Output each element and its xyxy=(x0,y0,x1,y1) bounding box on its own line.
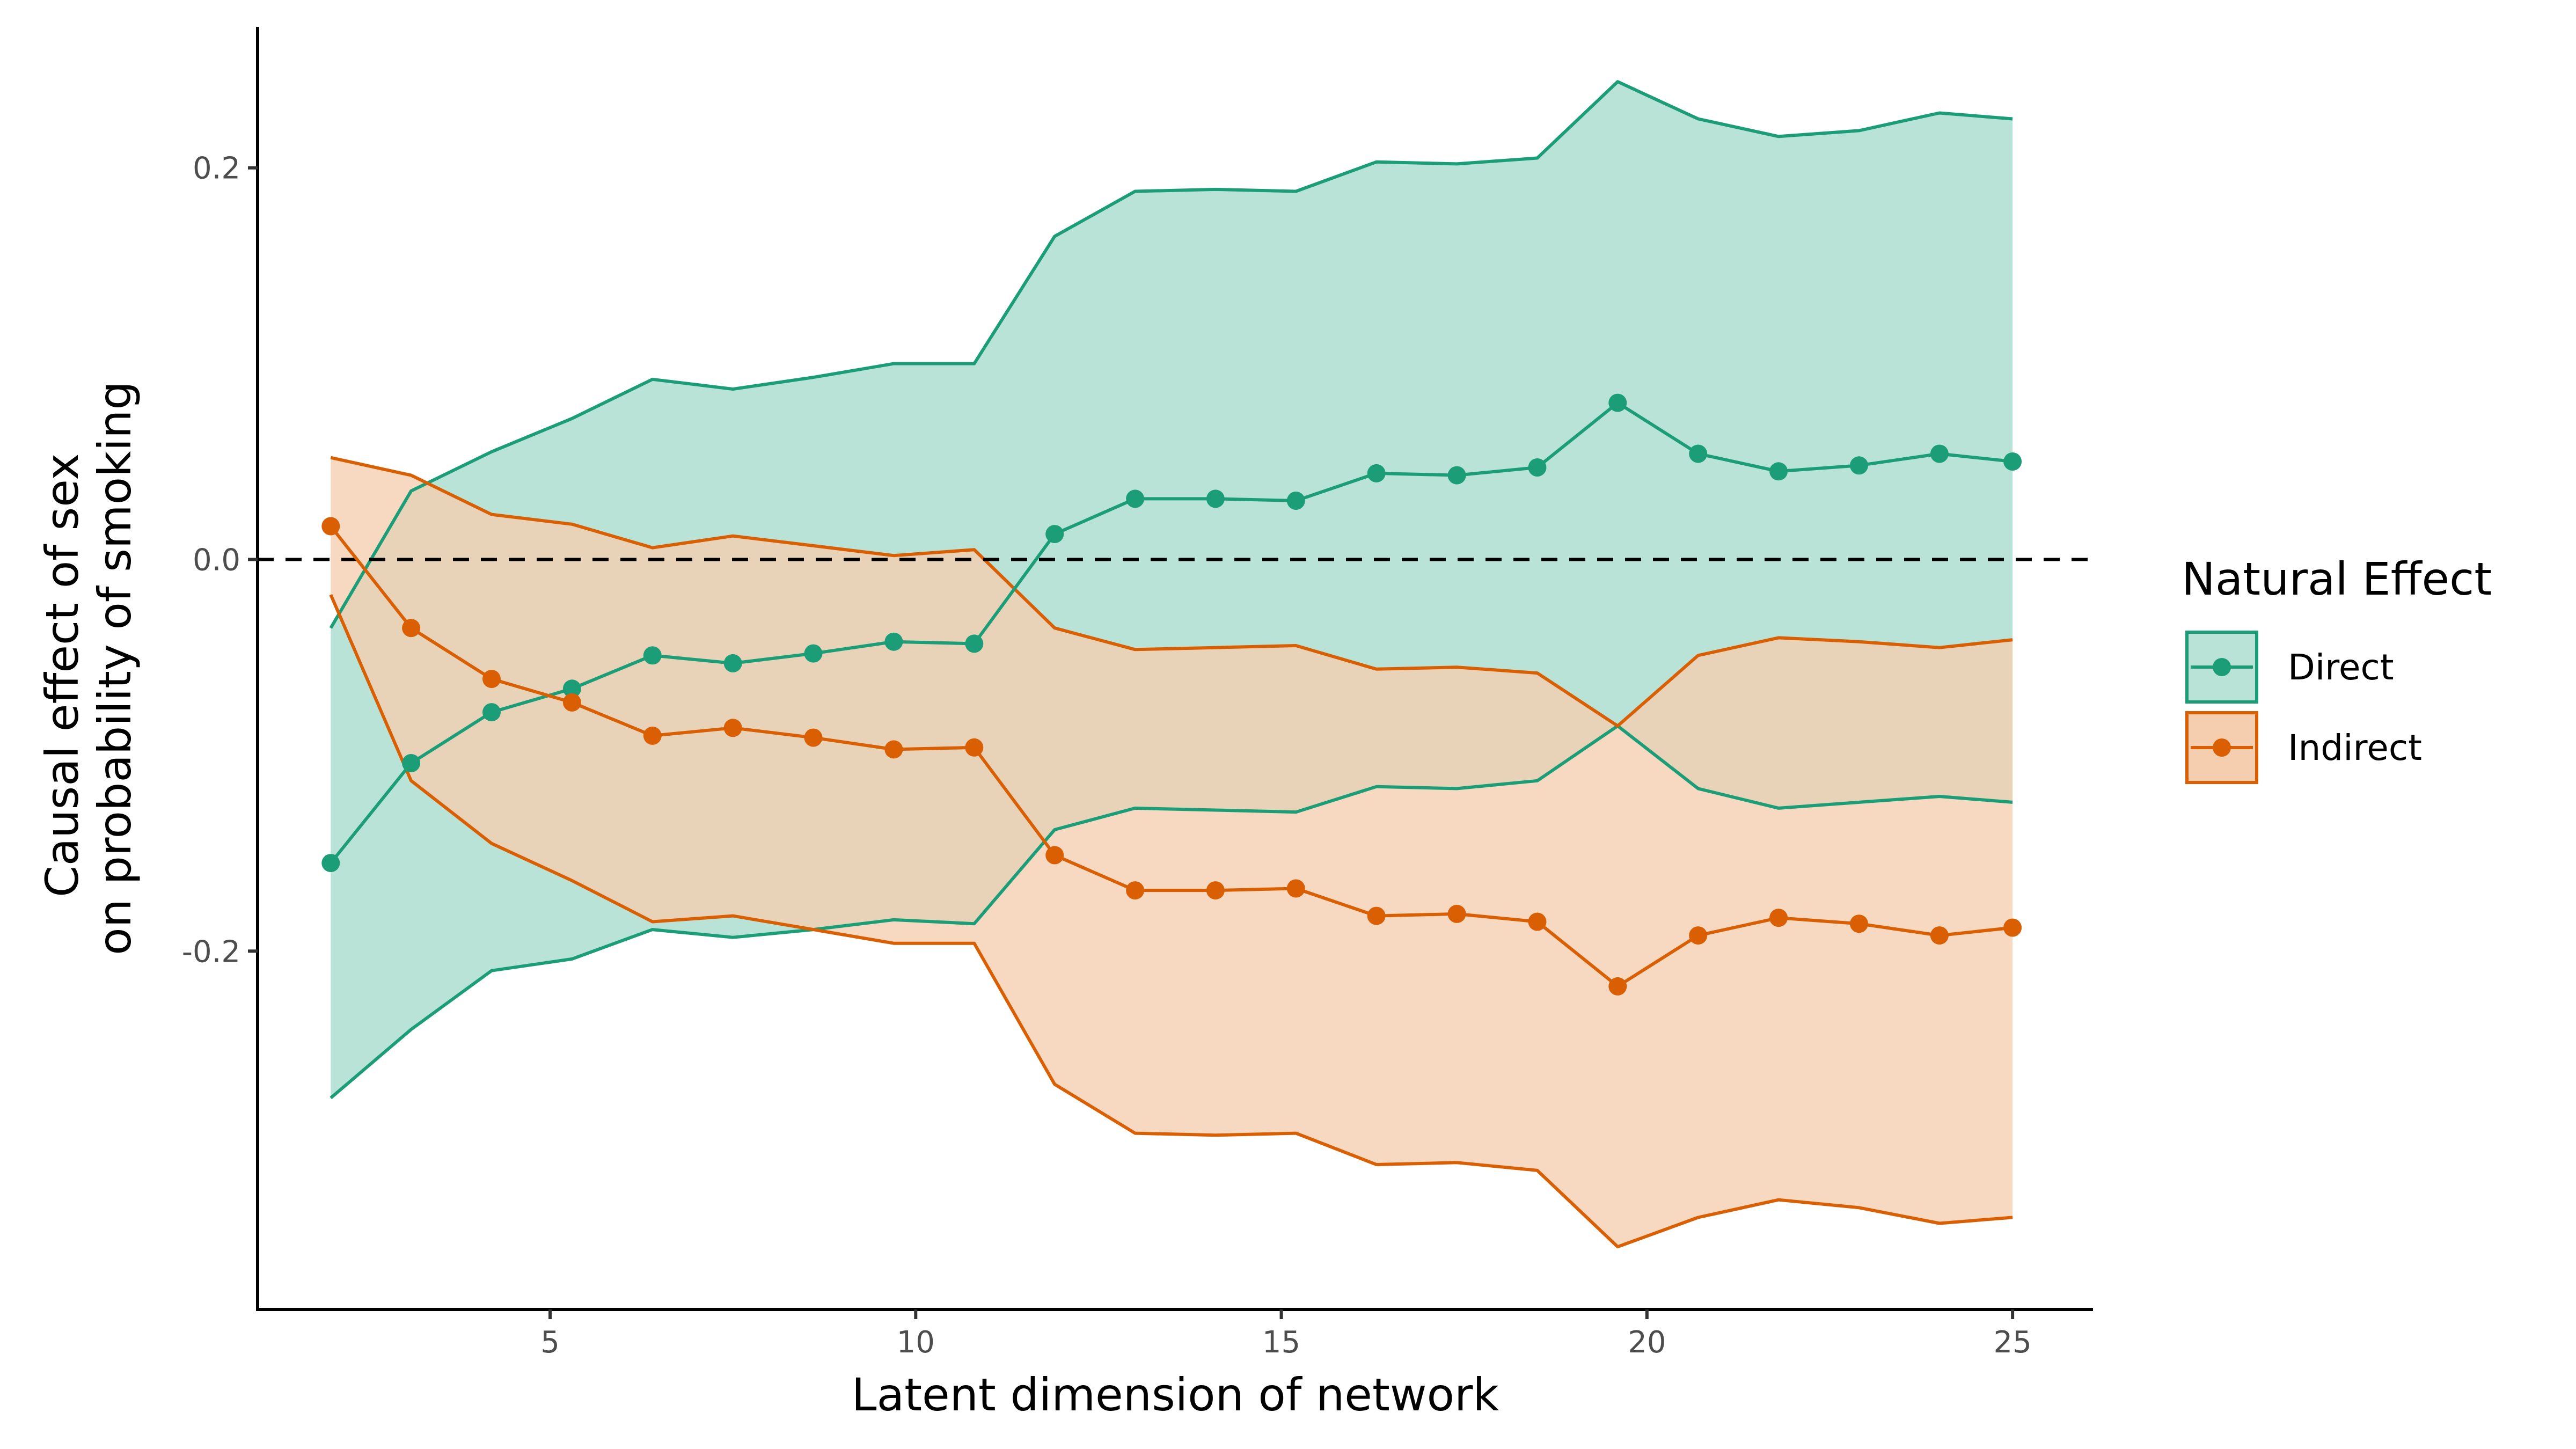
y-tick-label: 0.0 xyxy=(193,543,240,577)
direct-point xyxy=(562,679,581,698)
legend-label-direct: Direct xyxy=(2288,647,2394,688)
indirect-point xyxy=(1689,926,1708,945)
y-axis-title: Causal effect of sex on probability of s… xyxy=(36,381,141,955)
ribbons xyxy=(331,82,2013,1247)
indirect-upper-bound xyxy=(330,456,2013,728)
x-tick-label: 15 xyxy=(1262,1325,1300,1360)
series-lines xyxy=(329,401,2013,988)
y-tick-label: -0.2 xyxy=(182,934,240,969)
direct-point xyxy=(884,632,903,651)
direct-point xyxy=(1608,393,1627,412)
indirect-point xyxy=(1608,977,1627,996)
indirect-point xyxy=(2003,918,2022,937)
indirect-point xyxy=(562,693,581,712)
indirect-point xyxy=(723,719,742,737)
indirect-point xyxy=(1528,912,1547,931)
direct-point xyxy=(1447,466,1466,485)
data-points xyxy=(321,393,2022,996)
legend-title: Natural Effect xyxy=(2182,553,2492,605)
legend-label-indirect: Indirect xyxy=(2288,727,2422,769)
x-axis-title: Latent dimension of network xyxy=(852,1368,1499,1421)
indirect-point xyxy=(884,740,903,759)
indirect-point xyxy=(1367,906,1386,925)
direct-point xyxy=(1689,444,1708,463)
direct-point xyxy=(1126,489,1145,508)
indirect-point xyxy=(1045,846,1064,865)
indirect-point xyxy=(965,738,984,757)
y-tick-label: 0.2 xyxy=(193,151,240,186)
direct-point xyxy=(643,646,662,665)
indirect-point xyxy=(1447,904,1466,923)
indirect-point xyxy=(1286,879,1305,898)
indirect-point xyxy=(1850,914,1868,933)
direct-point xyxy=(1769,462,1788,481)
legend-key-point-indirect xyxy=(2213,738,2231,757)
indirect-point xyxy=(1930,926,1949,945)
direct-lower-bound xyxy=(330,724,2013,1100)
indirect-point xyxy=(804,728,823,747)
direct-point xyxy=(723,654,742,672)
x-tick-label: 10 xyxy=(897,1325,935,1360)
direct-point xyxy=(1528,458,1547,477)
direct-point xyxy=(1930,444,1949,463)
legend: Natural Effect Direct Indirect xyxy=(2182,553,2492,784)
direct-point xyxy=(402,754,421,772)
direct-point xyxy=(321,854,340,873)
direct-point xyxy=(1850,456,1868,475)
indirect-point xyxy=(321,517,340,536)
direct-point xyxy=(2003,452,2022,471)
x-axis-ticks: 5 10 15 20 25 xyxy=(540,1309,2032,1360)
direct-point xyxy=(482,703,501,722)
x-tick-label: 20 xyxy=(1628,1325,1666,1360)
y-axis-ticks: -0.2 0.0 0.2 xyxy=(182,151,258,969)
indirect-point xyxy=(643,726,662,745)
indirect-point xyxy=(1126,881,1145,900)
direct-series-line xyxy=(329,401,2013,864)
legend-key-point-direct xyxy=(2213,658,2231,676)
direct-point xyxy=(965,634,984,653)
y-axis-title-line-1: Causal effect of sex xyxy=(36,453,89,897)
ribbon-bounds xyxy=(329,80,2013,1249)
x-tick-label: 5 xyxy=(540,1325,560,1360)
indirect-point xyxy=(1769,909,1788,927)
indirect-point xyxy=(1206,881,1225,900)
indirect-point xyxy=(482,670,501,689)
indirect-lower-bound xyxy=(329,594,2013,1249)
indirect-series-line xyxy=(329,525,2013,988)
direct-point xyxy=(1367,464,1386,482)
direct-point xyxy=(804,644,823,663)
indirect-point xyxy=(402,619,421,638)
x-tick-label: 25 xyxy=(1993,1325,2031,1360)
direct-point xyxy=(1286,492,1305,510)
direct-upper-bound xyxy=(329,80,2013,629)
indirect-ci-ribbon xyxy=(331,457,2013,1247)
direct-point xyxy=(1045,525,1064,544)
y-axis-title-line-2: on probability of smoking xyxy=(89,381,141,955)
direct-point xyxy=(1206,489,1225,508)
